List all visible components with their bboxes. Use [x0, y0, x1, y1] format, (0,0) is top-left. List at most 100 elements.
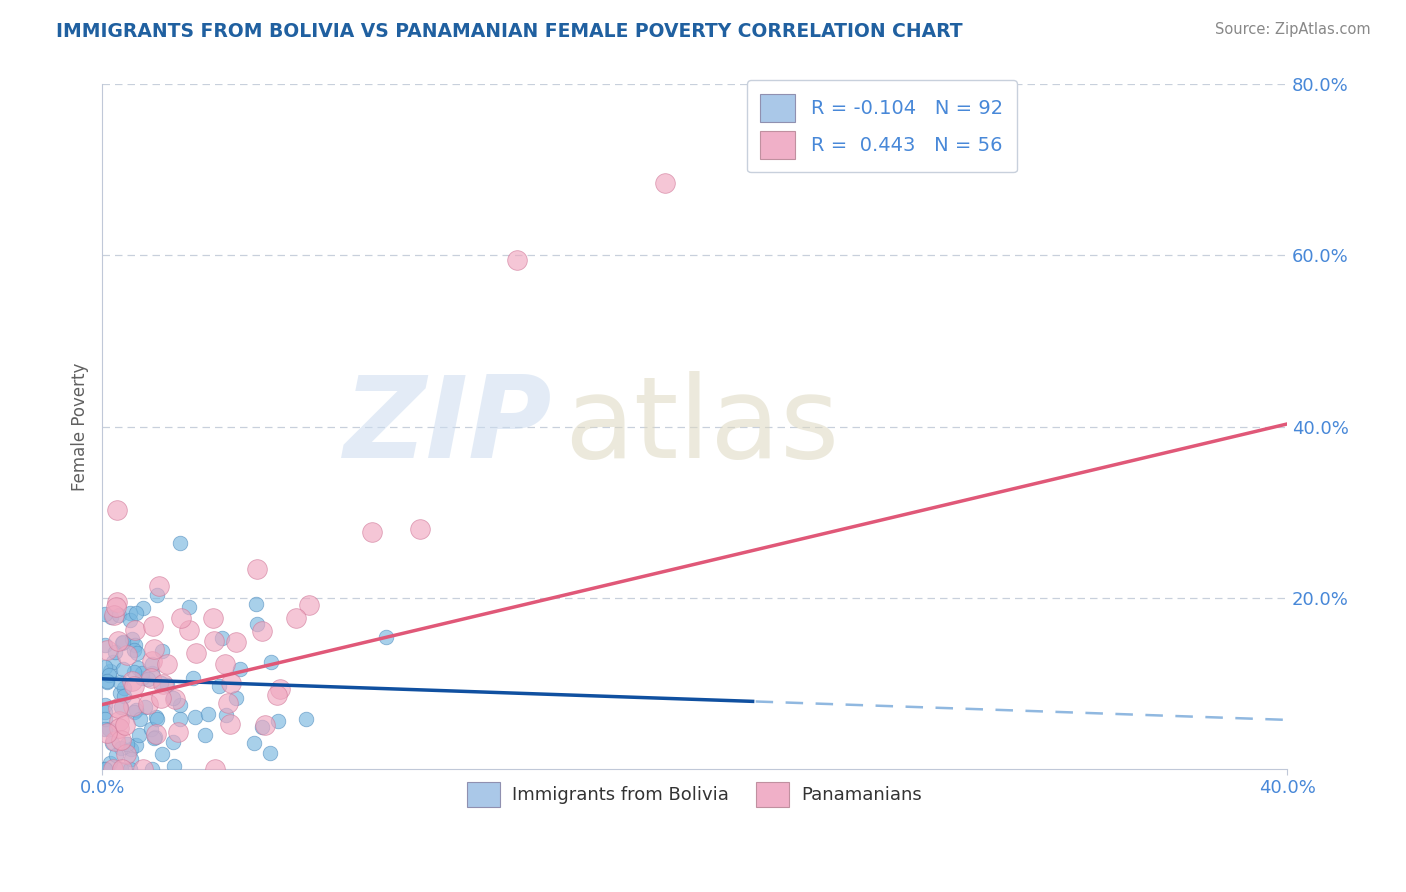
Point [122, 679, 145, 693]
Point [169, 698, 191, 713]
Point [100, 610, 122, 624]
Point [254, 718, 277, 732]
Point [103, 734, 125, 748]
Point [120, 762, 142, 776]
Point [229, 662, 252, 676]
Point [110, 733, 132, 747]
Point [148, 579, 170, 593]
Point [94, 659, 117, 673]
Point [110, 762, 132, 776]
Point [111, 662, 134, 676]
Y-axis label: Female Poverty: Female Poverty [72, 362, 89, 491]
Point [136, 697, 159, 711]
Point [245, 597, 267, 611]
Text: ZIP: ZIP [344, 371, 553, 482]
Point [124, 638, 146, 652]
Point [125, 606, 148, 620]
Point [105, 595, 128, 609]
Point [163, 691, 186, 706]
Point [169, 536, 191, 550]
Point [162, 735, 184, 749]
Point [96, 642, 118, 657]
Point [201, 610, 224, 624]
Point [115, 648, 138, 662]
Point [124, 623, 146, 637]
Point [124, 705, 146, 719]
Point [219, 676, 242, 690]
Point [121, 632, 143, 646]
Point [197, 707, 219, 722]
Point [122, 642, 145, 657]
Point [211, 631, 233, 645]
Point [136, 673, 159, 687]
Point [150, 691, 173, 706]
Point [167, 725, 190, 739]
Point [129, 712, 152, 726]
Point [107, 607, 129, 622]
Point [219, 717, 242, 731]
Point [108, 675, 131, 690]
Point [139, 671, 162, 685]
Point [266, 688, 288, 702]
Point [141, 666, 163, 681]
Point [107, 714, 129, 729]
Point [108, 721, 131, 735]
Point [96, 673, 118, 688]
Point [141, 657, 163, 671]
Point [112, 681, 135, 695]
Point [120, 752, 142, 766]
Point [111, 636, 134, 650]
Text: atlas: atlas [564, 371, 839, 482]
Point [141, 654, 163, 668]
Point [217, 696, 239, 710]
Point [142, 641, 165, 656]
Point [654, 176, 676, 190]
Point [186, 646, 208, 660]
Point [128, 728, 150, 742]
Point [252, 720, 274, 734]
Point [131, 666, 153, 681]
Point [169, 712, 191, 726]
Point [184, 709, 207, 723]
Point [145, 727, 167, 741]
Point [375, 631, 398, 645]
Point [142, 619, 165, 633]
Point [122, 665, 145, 679]
Point [142, 731, 165, 745]
Point [124, 738, 146, 752]
Point [120, 607, 142, 621]
Point [96, 674, 118, 689]
Point [139, 723, 162, 737]
Point [243, 736, 266, 750]
Point [179, 600, 201, 615]
Point [115, 747, 138, 761]
Point [225, 635, 247, 649]
Point [104, 599, 127, 614]
Point [152, 677, 174, 691]
Point [101, 656, 124, 670]
Point [132, 762, 155, 776]
Point [114, 718, 136, 732]
Point [104, 747, 127, 762]
Point [98, 722, 121, 736]
Point [145, 712, 167, 726]
Point [122, 698, 145, 713]
Point [125, 703, 148, 717]
Point [94, 723, 117, 737]
Point [127, 661, 149, 675]
Point [208, 679, 231, 693]
Point [131, 671, 153, 685]
Point [295, 712, 318, 726]
Point [156, 657, 179, 672]
Point [127, 646, 149, 660]
Point [101, 762, 124, 776]
Point [143, 731, 166, 745]
Point [409, 522, 432, 536]
Point [246, 562, 269, 576]
Point [110, 699, 132, 714]
Point [146, 588, 169, 602]
Point [112, 689, 135, 703]
Point [162, 690, 184, 705]
Point [266, 714, 288, 728]
Point [104, 645, 127, 659]
